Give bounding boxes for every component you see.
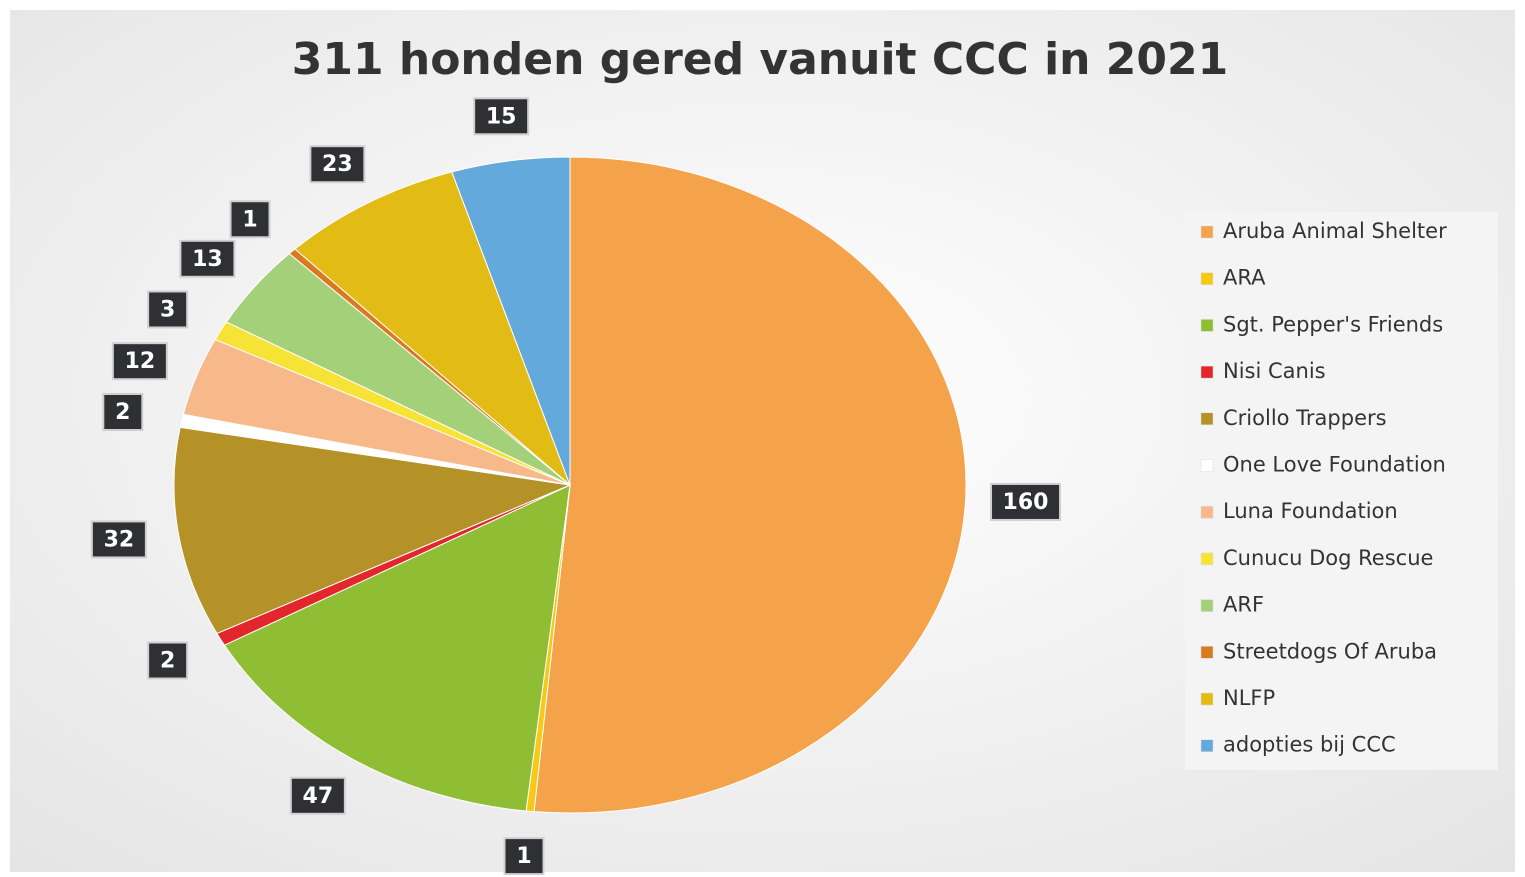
data-label: 32 [104, 527, 135, 552]
data-label-box [179, 239, 236, 278]
legend-label: Sgt. Pepper's Friends [1223, 312, 1443, 336]
legend-swatch [1200, 225, 1214, 239]
data-label: 3 [160, 297, 175, 322]
data-label: 160 [1003, 490, 1049, 515]
data-label-box [147, 641, 189, 680]
legend-label: Aruba Animal Shelter [1223, 219, 1447, 243]
data-label: 15 [486, 104, 517, 129]
chart-title: 311 honden gered vanuit CCC in 2021 [292, 34, 1229, 85]
data-label: 1 [242, 207, 257, 232]
legend-label: One Love Foundation [1223, 453, 1446, 477]
pie-slice [533, 156, 967, 814]
data-label-box [990, 482, 1062, 521]
data-label-box [473, 97, 530, 136]
data-label-box [229, 200, 271, 239]
data-label-box [289, 776, 346, 815]
legend-label: NLFP [1223, 686, 1275, 710]
legend-label: adopties bij CCC [1223, 733, 1396, 757]
legend-label: ARA [1223, 266, 1266, 290]
pie-slice [294, 171, 571, 486]
legend-swatch [1200, 365, 1214, 379]
data-label-box [309, 145, 366, 184]
data-label: 2 [115, 400, 130, 425]
legend-swatch [1200, 459, 1214, 472]
data-label: 47 [303, 784, 334, 809]
legend-swatch [1200, 319, 1214, 332]
legend-swatch [1200, 272, 1214, 285]
legend-label: ARF [1223, 593, 1264, 617]
data-label: 23 [322, 152, 353, 177]
legend [1185, 212, 1498, 770]
pie-slice [173, 426, 572, 635]
legend-swatch [1200, 646, 1214, 659]
data-label-box [147, 290, 189, 329]
legend-swatch [1200, 599, 1214, 612]
data-label-box [90, 520, 147, 559]
legend-swatch [1200, 505, 1214, 519]
data-label-box [503, 837, 545, 876]
legend-label: Luna Foundation [1223, 499, 1398, 523]
legend-label: Streetdogs Of Aruba [1223, 639, 1437, 663]
legend-swatch [1200, 412, 1214, 426]
legend-label: Criollo Trappers [1223, 406, 1387, 430]
data-label-box [102, 393, 144, 432]
data-label: 2 [160, 649, 175, 674]
data-label: 13 [192, 247, 223, 272]
legend-swatch [1200, 552, 1214, 566]
data-label: 1 [516, 844, 531, 869]
legend-label: Cunucu Dog Rescue [1223, 546, 1433, 570]
pie-slice [451, 156, 571, 486]
data-label: 12 [125, 349, 156, 374]
legend-swatch [1200, 692, 1214, 706]
legend-label: Nisi Canis [1223, 359, 1326, 383]
pie-slice [223, 484, 571, 812]
data-label-box [111, 342, 168, 381]
legend-swatch [1200, 739, 1214, 752]
